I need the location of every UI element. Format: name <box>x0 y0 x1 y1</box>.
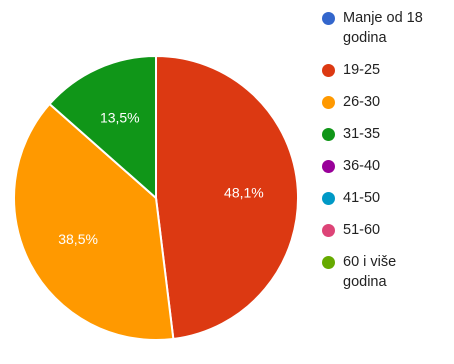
legend-label: 31-35 <box>343 126 381 142</box>
slice-data-label: 48,1% <box>224 185 264 201</box>
legend-swatch <box>322 64 335 77</box>
legend-swatch <box>322 256 335 269</box>
pie-slice[interactable] <box>155 54 300 341</box>
legend-label: 19-25 <box>343 62 381 78</box>
legend-item[interactable]: 31-35 <box>322 124 452 144</box>
pie-slice[interactable] <box>13 102 175 341</box>
slice-data-label: 13,5% <box>100 110 140 126</box>
legend-swatch <box>322 192 335 205</box>
legend-swatch <box>322 160 335 173</box>
legend-item[interactable]: Manje od 18 godina <box>322 8 452 48</box>
legend-item[interactable]: 60 i više godina <box>322 252 452 292</box>
legend-item[interactable]: 41-50 <box>322 188 452 208</box>
legend-swatch <box>322 128 335 141</box>
legend-label: 51-60 <box>343 222 381 238</box>
legend-item[interactable]: 36-40 <box>322 156 452 176</box>
legend-label: 26-30 <box>343 94 381 110</box>
legend-label: 60 i više godina <box>343 254 397 290</box>
chart-legend: Manje od 18 godina 19-25 26-30 31-35 36-… <box>322 8 452 304</box>
legend-swatch <box>322 96 335 109</box>
legend-label: Manje od 18 godina <box>343 10 423 46</box>
legend-item[interactable]: 51-60 <box>322 220 452 240</box>
slice-data-label: 38,5% <box>58 231 98 247</box>
pie-slice[interactable] <box>48 54 157 201</box>
legend-label: 36-40 <box>343 158 381 174</box>
legend-item[interactable]: 26-30 <box>322 92 452 112</box>
legend-item[interactable]: 19-25 <box>322 60 452 80</box>
legend-swatch <box>322 12 335 25</box>
legend-label: 41-50 <box>343 190 381 206</box>
pie-chart: 48,1% 38,5% 13,5% <box>13 54 300 341</box>
legend-swatch <box>322 224 335 237</box>
